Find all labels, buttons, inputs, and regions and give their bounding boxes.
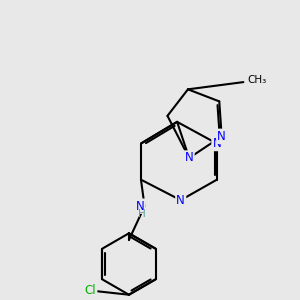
Text: N: N [212, 137, 221, 150]
Text: N: N [185, 152, 194, 164]
Text: N: N [136, 200, 145, 213]
Text: H: H [138, 209, 146, 219]
Text: CH₃: CH₃ [247, 75, 266, 85]
Text: N: N [217, 130, 226, 143]
Text: Cl: Cl [85, 284, 96, 297]
Text: N: N [176, 194, 185, 207]
